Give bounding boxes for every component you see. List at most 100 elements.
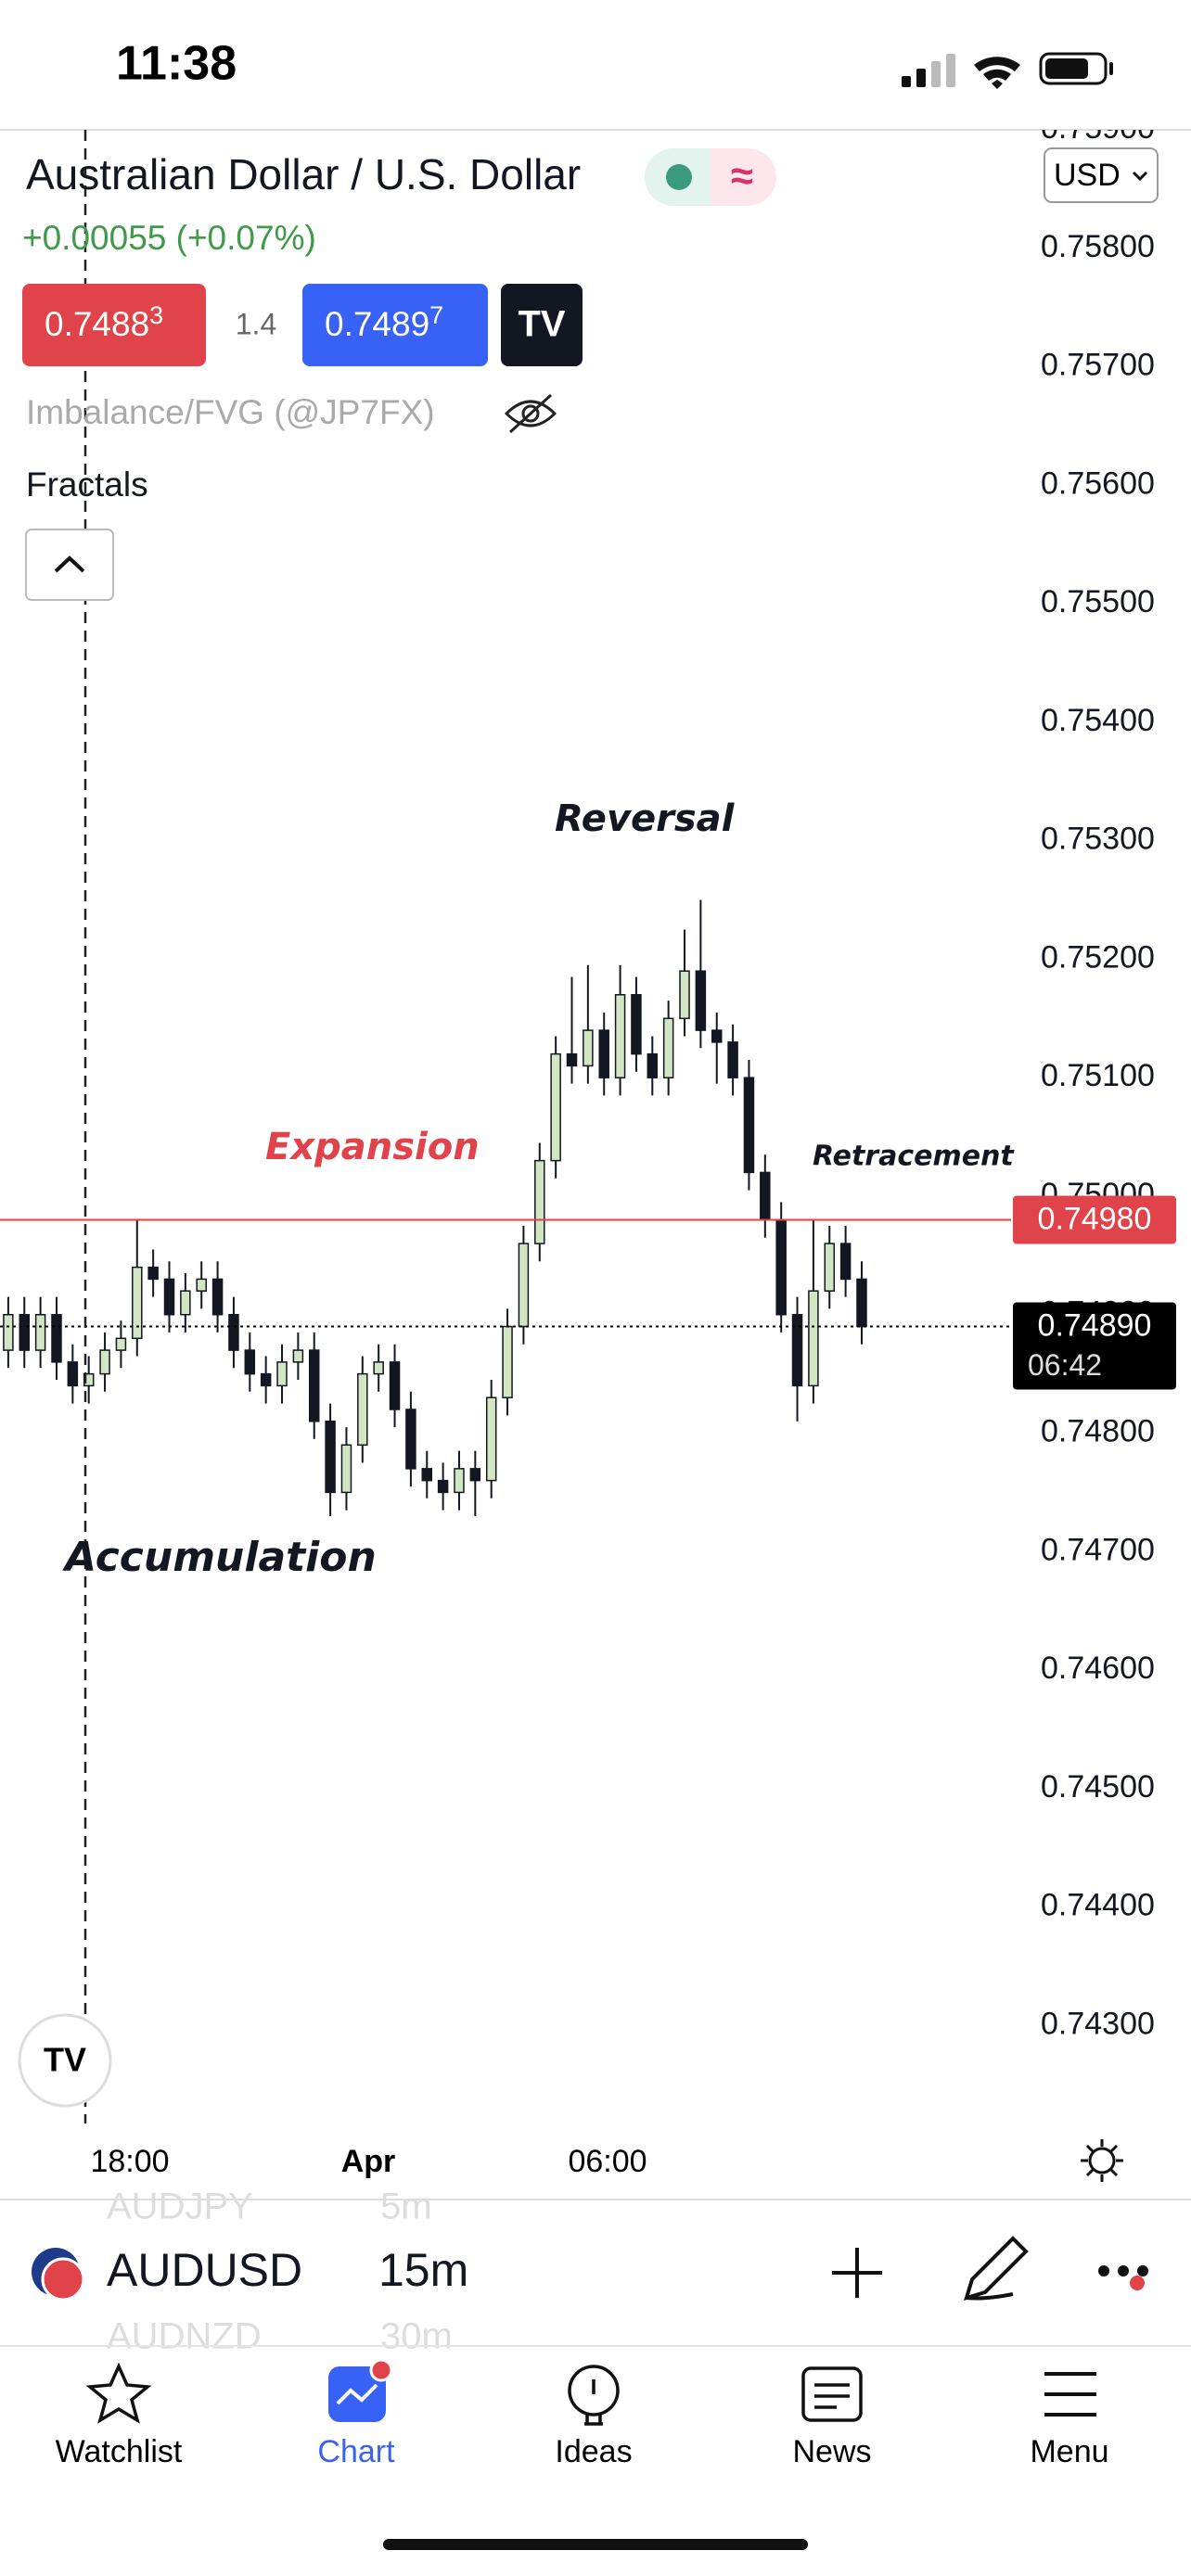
- candle-body: [614, 994, 626, 1078]
- hide-icon[interactable]: [504, 393, 557, 434]
- more-button[interactable]: [1098, 2265, 1148, 2290]
- candle-body: [405, 1409, 416, 1470]
- candle-body: [583, 1029, 594, 1067]
- interval[interactable]: 15m: [378, 2244, 468, 2296]
- candle-body: [357, 1372, 368, 1447]
- candle-body: [631, 994, 642, 1055]
- y-tick-label: 0.75800: [1041, 229, 1155, 264]
- candle-body: [83, 1372, 95, 1387]
- buy-price: 0.74897: [325, 301, 443, 343]
- candle-body: [437, 1479, 449, 1494]
- candle-body: [244, 1349, 256, 1375]
- tv-badge[interactable]: [18, 2013, 112, 2108]
- tab[interactable]: Menu: [1030, 2434, 1108, 2469]
- price-change: +0.00055 (+0.07%): [22, 219, 316, 257]
- collapse-icon: [54, 555, 85, 573]
- next-symbol: AUDNZD: [107, 2316, 262, 2357]
- y-tick-label: 0.75300: [1041, 822, 1155, 857]
- sell-pip: 3: [149, 301, 163, 329]
- candle-body: [51, 1313, 62, 1363]
- y-tick-label: 0.75700: [1041, 348, 1155, 383]
- candle-body: [340, 1444, 352, 1494]
- status-icons: [902, 52, 1113, 89]
- badge: [369, 2358, 393, 2382]
- prev-interval: 5m: [380, 2187, 432, 2227]
- buy-pip: 7: [429, 301, 443, 329]
- tab[interactable]: Ideas: [555, 2434, 632, 2469]
- candle-body: [502, 1325, 513, 1398]
- symbol[interactable]: AUDUSD: [107, 2244, 302, 2296]
- price-axis: 0.75900 0.75800 0.75700 0.75600 0.75500 0.754…: [1041, 110, 1155, 2041]
- tv-button[interactable]: [501, 284, 583, 366]
- candle-body: [3, 1313, 14, 1351]
- y-tick-label: 0.75500: [1041, 584, 1155, 619]
- annotation: Accumulation: [62, 1534, 377, 1581]
- y-tick-label: 0.74500: [1041, 1769, 1155, 1804]
- candle-body: [711, 1029, 723, 1043]
- tab[interactable]: Chart: [317, 2434, 395, 2469]
- candle-body: [598, 1029, 609, 1078]
- currency-button[interactable]: [1044, 147, 1159, 203]
- candle-body: [534, 1159, 545, 1244]
- market-dot: [666, 164, 692, 190]
- chevron: [1132, 171, 1148, 182]
- candle-body: [228, 1313, 239, 1351]
- candle-body: [132, 1266, 143, 1340]
- y-tick-label: 0.74600: [1041, 1651, 1155, 1686]
- candle-body: [147, 1266, 159, 1281]
- candle-body: [99, 1349, 110, 1375]
- candle-body: [211, 1278, 224, 1316]
- candle-body: [775, 1218, 787, 1316]
- chart-icon-line: [336, 2383, 378, 2405]
- news-icon: [801, 2366, 863, 2422]
- y-tick-label: 0.74700: [1041, 1532, 1155, 1567]
- draw-button[interactable]: [964, 2236, 1029, 2301]
- candle-body: [791, 1313, 803, 1387]
- y-tick-label: 0.74300: [1041, 2006, 1155, 2041]
- x-tick-label: Apr: [341, 2144, 396, 2179]
- y-tick-label: 0.75100: [1041, 1058, 1155, 1093]
- candle-body: [566, 1052, 578, 1067]
- y-tick-label: 0.74400: [1041, 1888, 1155, 1923]
- candle-body: [67, 1361, 79, 1387]
- watchlist-icon: [85, 2362, 152, 2424]
- price-tag-label: 0.74980: [1038, 1202, 1152, 1237]
- collapse-button[interactable]: [25, 529, 114, 601]
- sell-button[interactable]: [22, 284, 206, 366]
- last-price-tag: [1013, 1302, 1176, 1390]
- settings-icon[interactable]: [1081, 2139, 1123, 2182]
- spread: 1.4: [236, 307, 276, 340]
- tab[interactable]: Watchlist: [56, 2434, 183, 2469]
- next-interval: 30m: [380, 2316, 453, 2357]
- candle-body: [743, 1077, 755, 1174]
- indicator: Imbalance/FVG (@JP7FX): [26, 393, 435, 431]
- candle-body: [115, 1337, 127, 1351]
- y-tick-label: 0.75200: [1041, 939, 1155, 975]
- candle-body: [824, 1243, 836, 1292]
- price-tags: 0.74980 0.74890 06:42: [1013, 1195, 1176, 1390]
- tab[interactable]: News: [792, 2434, 871, 2469]
- candle-body: [34, 1313, 46, 1351]
- candle-body: [196, 1278, 207, 1292]
- time: 11:38: [116, 37, 237, 91]
- candle-body: [260, 1372, 272, 1387]
- wave-icon: ≈: [731, 154, 753, 199]
- y-tick-label: 0.74800: [1041, 1414, 1155, 1449]
- add-button[interactable]: [832, 2248, 882, 2298]
- y-tick-label: 0.75900: [1041, 110, 1155, 146]
- candle-body: [421, 1468, 433, 1482]
- annotation: Expansion: [265, 1126, 480, 1168]
- tv-logo: TV: [518, 304, 565, 345]
- tv-badge-logo: TV: [44, 2041, 86, 2079]
- candle-body: [760, 1171, 771, 1221]
- candle-body: [662, 1017, 674, 1078]
- candle-body: [292, 1349, 304, 1363]
- annotation: Reversal: [555, 797, 736, 840]
- candle-body: [325, 1420, 336, 1494]
- buy-button[interactable]: [302, 284, 488, 366]
- candle-body: [389, 1361, 401, 1410]
- candle-body: [550, 1052, 561, 1162]
- candle-body: [679, 970, 690, 1020]
